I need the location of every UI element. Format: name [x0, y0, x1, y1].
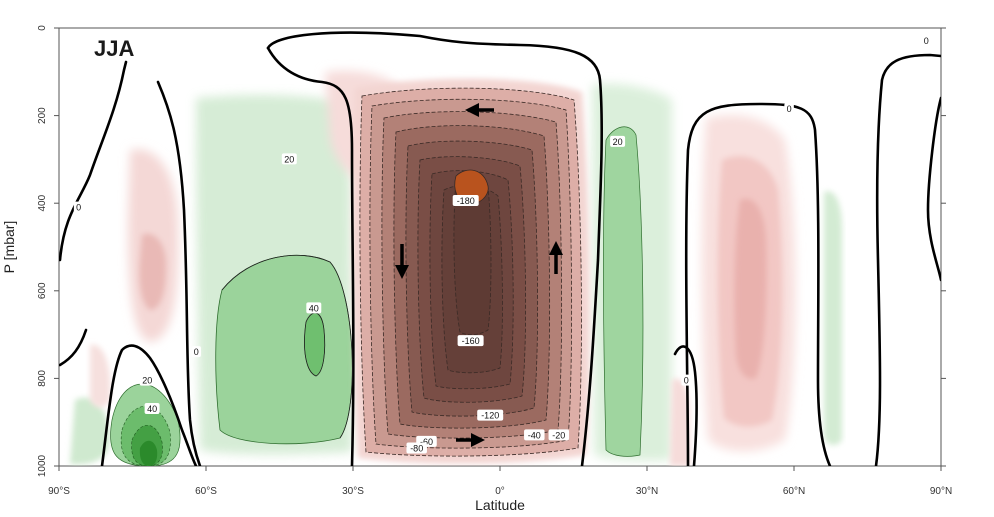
contour-label: 40 [147, 404, 157, 414]
contour-label: 0 [194, 347, 199, 357]
axes: 90°S 60°S 30°S 0° 30°N 60°N 90°N02004006008001… [37, 25, 952, 497]
contour-label: -160 [462, 336, 480, 346]
y-tick-label: 0 [37, 25, 48, 31]
contour-label-bg [548, 429, 570, 441]
contour-label: 0 [787, 104, 792, 114]
y-tick-label: 600 [37, 282, 48, 299]
x-tick-label: 60°S [195, 486, 217, 497]
contour-label-bg [139, 374, 155, 386]
contour-label-bg [784, 103, 794, 115]
contour-label-bg [281, 153, 297, 165]
y-tick-label: 800 [37, 370, 48, 387]
contour-label-bg [524, 429, 545, 441]
x-axis-label: Latitude [475, 497, 525, 513]
contour-label: 40 [309, 303, 319, 313]
contour-label-bg [191, 346, 201, 358]
contour-label: -180 [457, 196, 475, 206]
contour-label: -20 [552, 430, 565, 440]
contour-label-bg [681, 374, 691, 386]
contour-label-bg [457, 335, 484, 347]
contour-label: -80 [410, 443, 423, 453]
contour-label-bg [306, 302, 322, 314]
x-tick-label: 90°S [48, 486, 70, 497]
contour-label-bg [452, 195, 479, 207]
contour-label: 0 [684, 376, 689, 386]
contour-label-bg [73, 201, 84, 213]
contour-label-bg [144, 403, 160, 415]
contour-label-bg [477, 409, 504, 421]
y-tick-label: 200 [37, 107, 48, 124]
contour-label: 0 [76, 203, 81, 213]
zero-contours [59, 31, 941, 466]
contour-label-bg [406, 442, 427, 454]
contour-label: 20 [613, 137, 623, 147]
x-tick-label: 90°N [930, 486, 952, 497]
y-tick-label: 1000 [37, 454, 48, 477]
contour-label-bg [610, 135, 626, 147]
contour-label-bg [921, 35, 932, 47]
contour-label: -60 [420, 437, 433, 447]
season-label: JJA [94, 36, 134, 61]
x-tick-label: 60°N [783, 486, 805, 497]
circulation-arrows [395, 103, 563, 447]
contour-label: 0 [924, 36, 929, 46]
contour-label: -40 [528, 430, 541, 440]
x-tick-label: 0° [495, 486, 505, 497]
y-axis-label: P [mbar] [1, 221, 17, 274]
contour-labels: 0 0 0 0 0 20 20 20 40 40 -180 -160 -120 -60-80 -40 -20 [73, 35, 932, 454]
contour-label: 20 [142, 376, 152, 386]
contour-label: -120 [481, 411, 499, 421]
contour-label: 20 [284, 154, 294, 164]
x-tick-label: 30°N [636, 486, 658, 497]
negative-shading [90, 70, 796, 466]
y-tick-label: 400 [37, 194, 48, 211]
x-tick-label: 30°S [342, 486, 364, 497]
positive-shading [70, 83, 842, 466]
